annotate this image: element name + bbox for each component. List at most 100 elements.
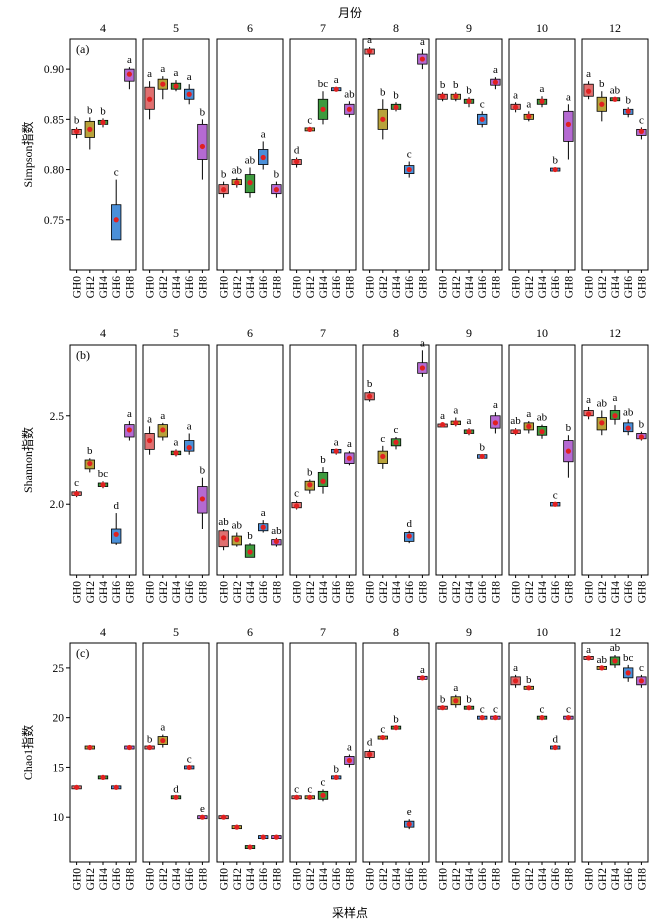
x-tick-label: GH2 <box>378 868 390 891</box>
significance-letter: c <box>639 114 644 126</box>
mean-point <box>565 448 572 454</box>
x-tick-label: GH8 <box>563 581 575 604</box>
x-tick-label: GH6 <box>331 868 343 891</box>
month-label: 4 <box>100 21 106 35</box>
significance-letter: d <box>367 737 373 749</box>
mean-point <box>74 491 80 497</box>
significance-letter: c <box>407 149 412 161</box>
x-tick-label: GH0 <box>72 868 84 891</box>
significance-letter: a <box>261 507 266 519</box>
mean-point <box>113 531 119 537</box>
mean-point <box>260 524 266 530</box>
x-tick-label: GH2 <box>378 276 390 299</box>
significance-letter: a <box>526 98 531 110</box>
mean-point <box>367 751 373 758</box>
box-GH8: b GH8 <box>563 422 575 603</box>
mean-point <box>87 744 93 751</box>
mean-point <box>333 448 339 454</box>
significance-letter: a <box>453 405 458 417</box>
x-tick-label: GH6 <box>404 868 416 891</box>
significance-letter: ab <box>623 406 634 418</box>
month-label: 4 <box>100 625 106 639</box>
mean-point <box>466 98 472 104</box>
x-tick-label: GH0 <box>511 276 523 299</box>
significance-letter: a <box>187 420 192 432</box>
box-GH6: c GH6 <box>477 98 489 298</box>
x-tick-label: GH4 <box>245 276 257 299</box>
box-GH4: GH4 <box>244 844 257 890</box>
x-tick-label: GH4 <box>98 581 110 604</box>
facet-frame <box>216 642 284 863</box>
mean-point <box>552 744 558 751</box>
mean-point <box>638 678 645 684</box>
box-GH2: a GH2 <box>523 98 536 299</box>
significance-letter: ab <box>597 654 608 666</box>
x-tick-label: GH8 <box>417 581 429 604</box>
significance-letter: c <box>307 783 312 795</box>
x-tick-label: GH4 <box>537 276 549 299</box>
significance-letter: c <box>294 783 299 795</box>
facet-month-6: 6 ab GH0 ab GH2 b GH4 a GH6 ab GH8 <box>216 326 284 604</box>
panel-tag: (c) <box>76 646 89 660</box>
significance-letter: bc <box>98 468 109 480</box>
mean-point <box>625 670 631 676</box>
box-GH6: d GH6 <box>111 500 123 603</box>
mean-point <box>440 705 446 711</box>
x-tick-label: GH8 <box>344 868 356 891</box>
box-GH6: ab GH6 <box>623 406 635 603</box>
month-label: 10 <box>536 625 548 639</box>
x-tick-label: GH2 <box>232 276 244 299</box>
box-GH6: a GH6 <box>331 436 343 603</box>
mean-point <box>599 420 605 426</box>
x-tick-label: GH2 <box>524 581 536 604</box>
box-GH2: ab GH2 <box>232 165 244 299</box>
significance-letter: a <box>440 410 445 422</box>
significance-letter: a <box>160 63 165 75</box>
box-GH2: a GH2 <box>450 405 463 603</box>
mean-point <box>346 757 352 764</box>
significance-letter: a <box>147 68 152 80</box>
x-tick-label: GH4 <box>245 581 257 604</box>
facet-frame <box>508 642 576 863</box>
box-GH8: b GH8 <box>271 169 283 298</box>
x-tick-label: GH0 <box>219 868 231 891</box>
x-tick-label: GH4 <box>318 868 330 891</box>
significance-letter: d <box>406 518 412 530</box>
facet-month-8: 8 d GH0 c GH2 b GH4 e GH6 a GH8 <box>362 625 430 891</box>
significance-letter: e <box>407 806 412 818</box>
x-tick-label: GH4 <box>610 581 622 604</box>
mean-point <box>539 429 545 435</box>
significance-letter: b <box>100 105 106 117</box>
x-tick-label: GH0 <box>511 868 523 891</box>
significance-letter: c <box>380 433 385 445</box>
x-tick-label: GH2 <box>305 868 317 891</box>
x-tick-label: GH0 <box>72 581 84 604</box>
x-tick-label: GH8 <box>124 581 136 604</box>
y-tick-label: 0.80 <box>44 165 64 177</box>
box-GH0: GH0 <box>218 814 231 891</box>
box-GH4: a GH4 <box>463 415 476 603</box>
box-GH8: b GH8 <box>636 419 648 603</box>
significance-letter: c <box>74 477 79 489</box>
significance-letter: b <box>479 442 485 454</box>
box-GH4: a GH4 <box>170 67 183 298</box>
mean-point <box>186 764 192 771</box>
significance-letter: ab <box>344 88 355 100</box>
figure-top-title: 月份 <box>338 6 362 20</box>
x-tick-label: GH2 <box>524 276 536 299</box>
significance-letter: c <box>493 704 498 716</box>
mean-point <box>307 126 313 132</box>
significance-letter: b <box>380 86 386 98</box>
mean-point <box>466 705 472 711</box>
significance-letter: a <box>493 64 498 76</box>
box-GH2: b GH2 <box>84 104 97 298</box>
significance-letter: ab <box>245 155 256 167</box>
box-GH2: a GH2 <box>157 63 170 298</box>
x-tick-label: GH0 <box>584 276 596 299</box>
significance-letter: ab <box>232 165 243 177</box>
facet-frame <box>581 642 649 863</box>
y-axis-title: Shannon指数 <box>20 427 35 493</box>
significance-letter: b <box>87 104 93 116</box>
box-GH4: d GH4 <box>170 783 183 890</box>
mean-point <box>367 393 373 399</box>
